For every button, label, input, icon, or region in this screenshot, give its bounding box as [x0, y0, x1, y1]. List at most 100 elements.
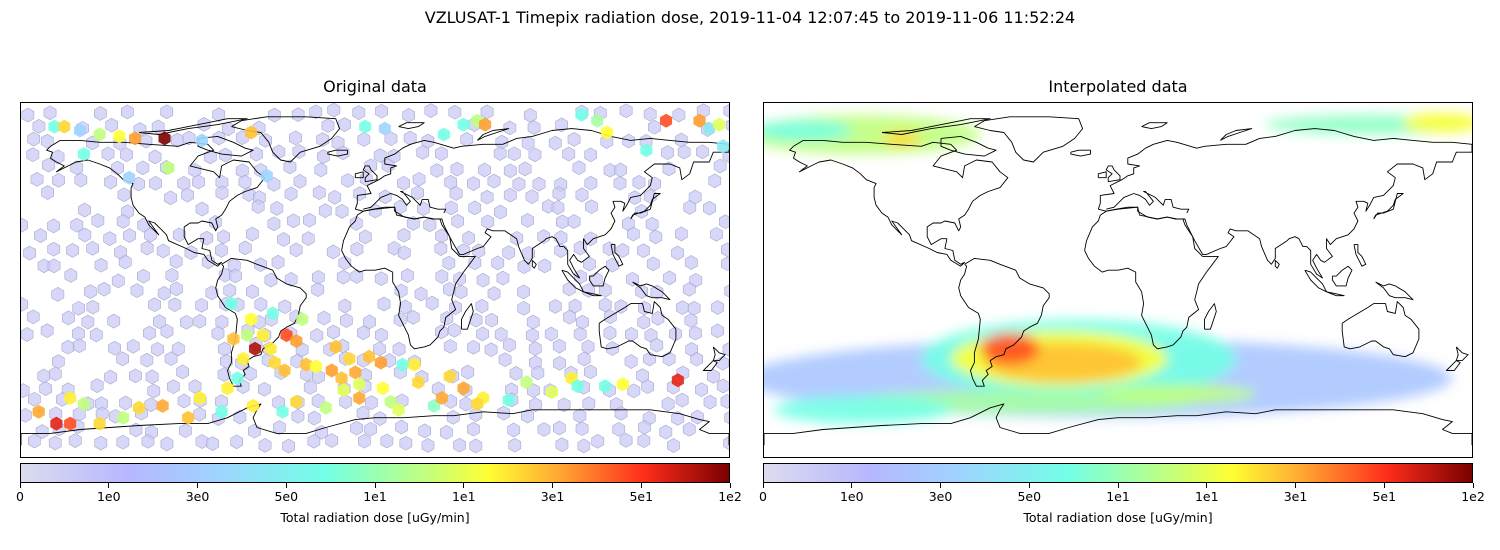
coastline	[1455, 346, 1469, 362]
background-hexbin	[340, 313, 353, 328]
background-hexbin	[442, 255, 456, 271]
dose-marker	[575, 107, 588, 122]
background-hexbin	[528, 341, 542, 356]
dose-marker	[193, 391, 206, 405]
background-hexbin	[690, 351, 703, 367]
background-hexbin	[223, 283, 237, 298]
dose-marker	[471, 396, 484, 411]
background-hexbin	[453, 437, 466, 453]
background-hexbin	[164, 190, 177, 206]
background-hexbin	[576, 314, 589, 330]
background-hexbin	[522, 245, 535, 261]
dose-marker	[359, 119, 372, 134]
background-hexbin	[28, 433, 41, 449]
background-hexbin	[160, 323, 174, 339]
background-hexbin	[195, 201, 209, 217]
background-hexbin	[460, 132, 474, 147]
background-hexbin	[454, 284, 468, 300]
background-hexbin	[475, 298, 489, 314]
background-hexbin	[503, 337, 516, 353]
background-hexbin	[140, 240, 154, 256]
dose-marker	[58, 119, 71, 134]
background-hexbin	[316, 132, 330, 147]
background-hexbin	[711, 300, 724, 315]
background-hexbin	[710, 226, 723, 242]
dose-marker	[225, 296, 238, 311]
background-hexbin	[206, 436, 219, 451]
coastline	[630, 193, 661, 220]
dose-marker	[599, 379, 612, 394]
background-hexbin	[574, 269, 587, 285]
background-hexbin	[716, 378, 729, 394]
background-hexbin	[674, 132, 688, 148]
background-hexbin	[246, 226, 259, 242]
background-hexbin	[292, 144, 306, 159]
coastline	[588, 265, 610, 287]
background-hexbin	[21, 383, 30, 398]
background-hexbin	[289, 242, 303, 258]
coastline	[789, 139, 1009, 267]
background-hexbin	[52, 354, 65, 369]
background-hexbin	[496, 270, 510, 286]
background-hexbin	[602, 241, 616, 257]
background-hexbin	[614, 299, 628, 314]
background-hexbin	[672, 107, 686, 123]
background-hexbin	[338, 255, 352, 271]
background-hexbin	[61, 339, 75, 355]
colorbar-tick	[1117, 483, 1119, 488]
background-hexbin	[689, 325, 702, 341]
coastline	[197, 135, 254, 157]
background-hexbin	[220, 353, 233, 369]
background-hexbin	[399, 435, 413, 451]
background-hexbin	[353, 186, 367, 202]
background-hexbin	[97, 281, 111, 297]
background-hexbin	[84, 284, 97, 299]
dose-marker	[296, 312, 309, 327]
background-hexbin	[450, 161, 464, 177]
dose-marker	[479, 117, 492, 132]
colorbar-tick	[19, 483, 21, 488]
background-hexbin	[552, 186, 566, 201]
background-hexbin	[315, 424, 328, 440]
dose-marker	[325, 363, 338, 378]
background-hexbin	[713, 158, 727, 174]
colorbar-original	[20, 463, 730, 483]
background-hexbin	[487, 286, 501, 301]
background-hexbin	[443, 338, 457, 354]
background-hexbin	[720, 394, 729, 409]
background-hexbin	[614, 162, 627, 178]
background-hexbin	[517, 259, 531, 275]
background-hexbin	[301, 231, 315, 246]
dose-marker	[300, 357, 313, 372]
background-hexbin	[156, 243, 170, 259]
background-hexbin	[671, 245, 684, 261]
background-hexbin	[487, 173, 501, 189]
background-hexbin	[328, 189, 342, 205]
dose-marker	[245, 312, 258, 327]
background-hexbin	[341, 173, 355, 188]
background-hexbin	[435, 146, 448, 161]
colorbar-tick	[1028, 483, 1030, 488]
dose-marker	[343, 351, 356, 366]
background-hexbin	[72, 338, 86, 354]
background-hexbin	[646, 256, 660, 272]
background-hexbin	[725, 119, 729, 131]
background-hexbin	[200, 230, 214, 246]
coastline	[1084, 206, 1219, 350]
coastline	[712, 346, 726, 362]
background-hexbin	[430, 163, 444, 178]
coastline	[610, 244, 624, 267]
background-hexbin	[563, 309, 576, 325]
background-hexbin	[444, 174, 457, 190]
background-hexbin	[476, 326, 489, 342]
background-hexbin	[512, 176, 526, 192]
background-hexbin	[42, 157, 55, 173]
background-hexbin	[521, 408, 534, 424]
coastline	[21, 403, 729, 446]
dose-marker	[660, 113, 673, 128]
background-hexbin	[116, 434, 130, 450]
background-hexbin	[606, 257, 619, 273]
background-hexbin	[164, 351, 178, 367]
colorbar-tick-label: 1e1	[1194, 489, 1219, 504]
colorbar-tick-label: 1e1	[363, 489, 387, 504]
